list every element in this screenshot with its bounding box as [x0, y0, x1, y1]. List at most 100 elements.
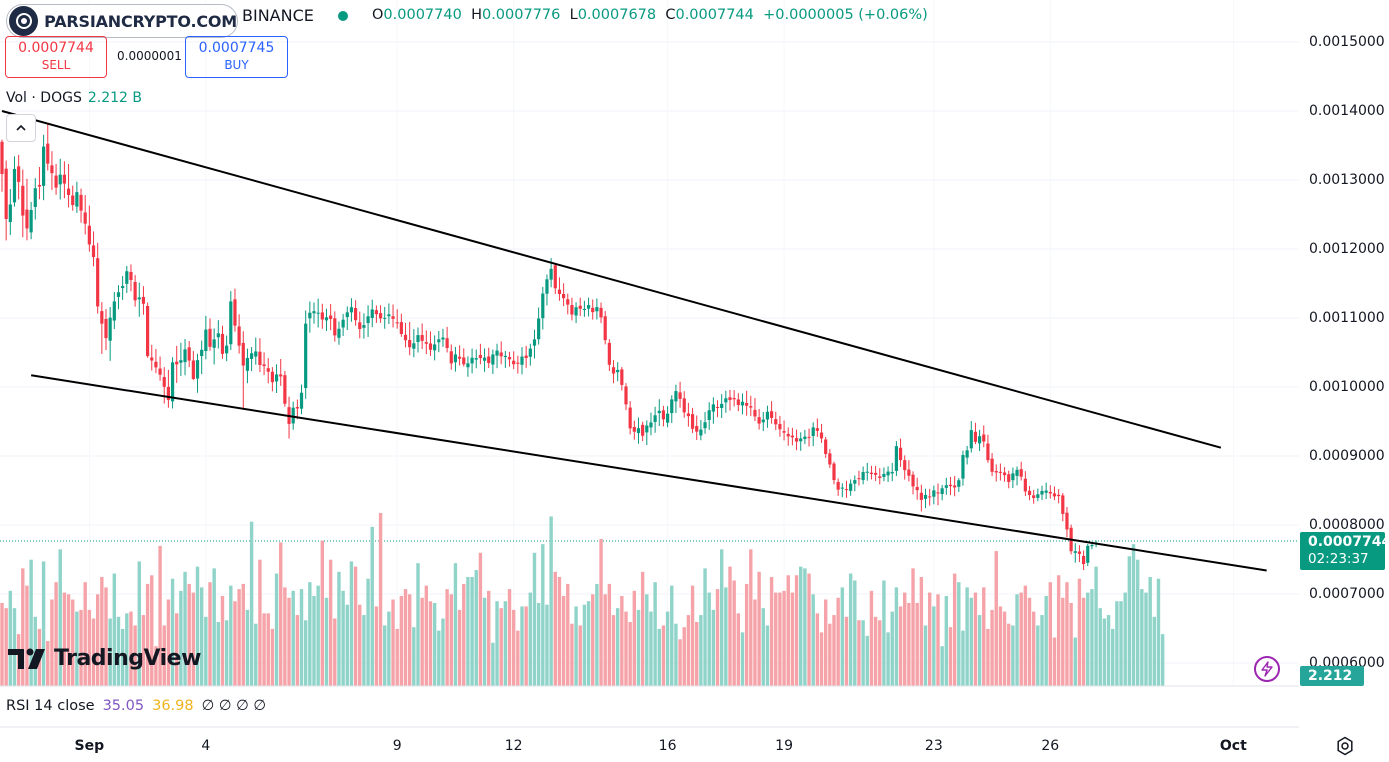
buy-price: 0.0007745: [198, 40, 275, 56]
candle-body: [324, 317, 329, 321]
volume-bar: [803, 568, 807, 686]
volume-bar: [815, 613, 820, 686]
candle-body: [408, 340, 412, 348]
volume-bar: [998, 606, 1003, 686]
volume-bar: [869, 590, 874, 686]
volume-bar: [145, 583, 150, 686]
candle-body: [557, 289, 562, 295]
volume-bar: [495, 601, 499, 686]
volume-bar: [603, 594, 607, 686]
candle-body: [682, 398, 686, 413]
candle-body: [749, 406, 753, 408]
candle-body: [1065, 512, 1069, 530]
candle-body: [865, 471, 869, 473]
candle-body: [828, 453, 832, 465]
candle-body: [911, 474, 915, 487]
candle-body: [803, 436, 807, 440]
volume-bar: [71, 599, 75, 686]
candle-body: [1027, 490, 1032, 496]
volume-bar: [83, 582, 87, 686]
volume-bar: [1019, 592, 1023, 686]
volume-bar: [674, 623, 678, 686]
market-status-dot[interactable]: [338, 11, 348, 21]
volume-bar: [1007, 623, 1011, 686]
volume-bar: [220, 596, 225, 686]
volume-bar: [1131, 544, 1136, 686]
volume-bar: [840, 587, 845, 686]
time-tick-label: 12: [504, 738, 523, 754]
volume-bar: [524, 606, 528, 686]
candle-body: [703, 422, 707, 429]
volume-legend[interactable]: Vol · DOGS 2.212 B: [6, 90, 142, 106]
candle-body: [790, 435, 794, 438]
open-label: O: [372, 7, 384, 23]
volume-bar: [624, 611, 628, 686]
volume-bar: [1036, 625, 1040, 686]
candle-body: [724, 398, 728, 403]
sell-button[interactable]: 0.0007744 SELL: [5, 36, 107, 78]
trendlines: [1, 110, 1267, 572]
candle-body: [695, 425, 699, 432]
volume-bar: [54, 582, 58, 686]
volume-bar: [990, 609, 994, 686]
candle-body: [928, 496, 932, 498]
candle-body: [270, 371, 274, 383]
candle-body: [973, 431, 978, 442]
candle-body: [666, 413, 670, 423]
sell-label: SELL: [41, 58, 71, 72]
candle-body: [183, 349, 187, 363]
candle-body: [499, 352, 503, 357]
volume-bar: [778, 592, 782, 686]
candle-body: [512, 360, 516, 365]
volume-bar: [553, 571, 557, 686]
candle-body: [607, 342, 611, 365]
volume-bar: [657, 628, 661, 686]
volume-bar: [62, 592, 67, 686]
volume-legend-label: Vol · DOGS: [6, 90, 82, 106]
candle-body: [632, 427, 636, 432]
candle-body: [8, 204, 12, 223]
candle-body: [1040, 490, 1044, 495]
candle-body: [399, 322, 403, 335]
volume-bar: [0, 602, 4, 686]
volume-bar: [882, 580, 886, 686]
volume-bar: [416, 563, 420, 686]
volume-bar: [811, 594, 815, 686]
volume-bar: [957, 582, 961, 686]
volume-bar: [632, 590, 637, 686]
volume-bar: [299, 589, 304, 686]
volume-bar: [133, 625, 137, 686]
candle-body: [736, 399, 740, 406]
volume-bar: [977, 615, 982, 686]
buy-button[interactable]: 0.0007745 BUY: [185, 36, 288, 78]
volume-bar: [308, 582, 312, 686]
candle-body: [33, 188, 37, 207]
candle-body: [524, 355, 528, 359]
tradingview-logo[interactable]: TradingView: [8, 646, 201, 671]
volume-bar: [907, 602, 911, 686]
candle-body: [424, 342, 428, 344]
candle-body: [470, 357, 474, 364]
candle-body: [649, 422, 653, 428]
candle-body: [91, 245, 96, 258]
settings-gear-icon[interactable]: [1335, 736, 1355, 756]
volume-bar: [1061, 597, 1065, 686]
rsi-legend[interactable]: RSI 14 close 35.05 36.98 ∅ ∅ ∅ ∅: [6, 698, 266, 714]
candle-body: [774, 419, 778, 425]
collapse-chevron-icon[interactable]: [6, 114, 36, 142]
candle-body: [204, 329, 208, 352]
volume-bar: [1015, 594, 1019, 686]
candle-body: [12, 168, 17, 203]
candle-body: [824, 439, 828, 454]
lightning-icon[interactable]: [1254, 656, 1280, 682]
volume-bar: [732, 580, 736, 686]
price-tick-label: 0.0010000: [1309, 379, 1385, 395]
volume-bar: [58, 549, 62, 686]
watermark-badge: PARSIANCRYPTO.COM: [6, 4, 238, 38]
price-tick-label: 0.0011000: [1309, 310, 1385, 326]
volume-bar: [670, 585, 674, 686]
volume-bar: [1052, 637, 1057, 686]
volume-bar: [653, 582, 657, 686]
candle-body: [982, 434, 986, 442]
